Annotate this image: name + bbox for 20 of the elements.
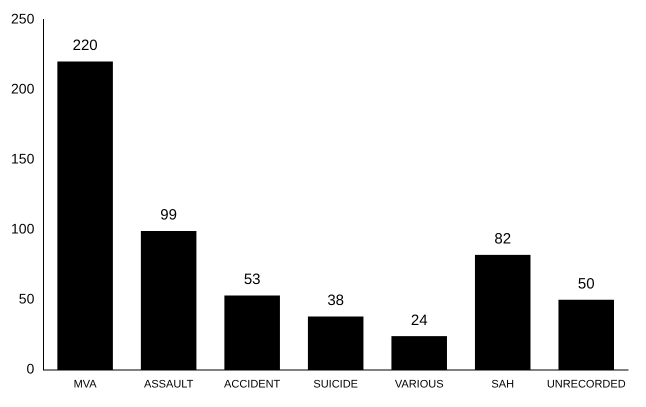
x-tick-label: ACCIDENT [224,378,281,390]
y-tick-label: 250 [11,10,35,26]
x-tick-label: UNRECORDED [546,378,626,390]
x-tick-label: ASSAULT [144,378,194,390]
data-label: 220 [72,37,98,54]
x-tick-label: SUICIDE [313,378,358,390]
data-label: 50 [578,275,595,292]
x-tick-label: SAH [491,378,514,390]
x-tick-label: MVA [74,378,98,390]
y-tick-label: 0 [26,360,35,377]
data-label: 38 [327,292,344,310]
data-label: 82 [494,230,512,248]
x-tick-label: VARIOUS [394,378,444,390]
data-label: 99 [160,206,177,224]
y-tick-label: 100 [11,220,35,236]
y-tick-label: 50 [18,290,35,307]
y-tick-label: 200 [11,80,35,96]
data-label: 24 [410,312,428,329]
y-tick-label: 150 [11,150,35,166]
data-label: 53 [244,271,261,288]
